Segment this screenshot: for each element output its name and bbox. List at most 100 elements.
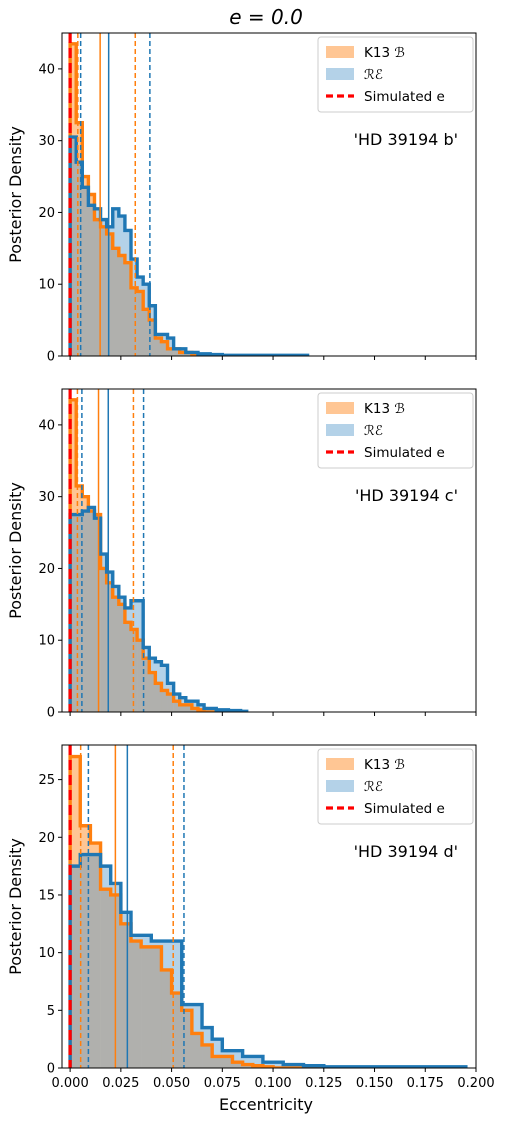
overlap-bar	[242, 1064, 254, 1068]
x-tick-label: 0.100	[254, 1076, 291, 1091]
re-bar	[273, 1062, 284, 1068]
legend-label: ℛℰ	[364, 779, 383, 795]
x-axis-label: Eccentricity	[219, 1095, 313, 1114]
y-axis-label: Posterior Density	[6, 838, 25, 975]
re-bar	[202, 1027, 213, 1045]
chart-title: e = 0.0	[229, 5, 303, 29]
re-outline	[68, 852, 468, 1068]
overlap-bar	[131, 941, 142, 1068]
re-bar	[293, 1064, 304, 1068]
re-bar	[137, 277, 144, 292]
re-bar	[161, 665, 168, 691]
k13-bar	[90, 843, 101, 855]
re-bar	[167, 683, 174, 695]
y-tick-label: 20	[38, 206, 55, 221]
re-bar	[118, 216, 126, 256]
re-bar	[143, 284, 150, 310]
re-bar	[100, 219, 107, 227]
re-bar	[106, 226, 114, 234]
panel-3: 0 5 10 15 20 25 0.000 0.025 0.050 0.075 0.100 0.125…	[6, 744, 495, 1091]
legend-label: Simulated e	[364, 89, 445, 105]
re-bar	[179, 697, 187, 705]
re-bar	[242, 1056, 254, 1065]
re-bar	[210, 708, 217, 712]
overlap-bar	[202, 1044, 213, 1068]
axes-frame	[61, 744, 477, 1069]
overlap-bar	[167, 348, 174, 356]
overlap-bar	[143, 309, 150, 356]
re-bar	[212, 1039, 223, 1057]
legend: K13 ℬ ℛℰ Simulated e	[317, 748, 474, 825]
overlap-bar	[88, 511, 95, 712]
overlap-bar	[179, 704, 187, 712]
x-tick-label: 0.075	[204, 1076, 241, 1091]
overlap-bar	[155, 683, 162, 712]
re-bar	[155, 661, 162, 684]
re-bar	[232, 1050, 243, 1063]
re-bar	[118, 597, 126, 605]
re-bar	[191, 1004, 203, 1034]
re-bar	[124, 230, 132, 263]
re-bar	[252, 1056, 264, 1066]
k13-bar	[88, 194, 95, 206]
k13-bar	[70, 756, 81, 867]
x-tick-label: 0.175	[407, 1076, 444, 1091]
overlap-bar	[212, 1056, 223, 1068]
legend-swatch	[326, 758, 354, 770]
y-tick-label: 40	[38, 62, 55, 77]
overlap-bar	[173, 701, 181, 712]
legend-swatch	[326, 402, 354, 414]
re-bar	[149, 658, 156, 673]
histogram-bars	[68, 745, 468, 1068]
k13-bar	[82, 176, 89, 188]
k13-bar	[80, 825, 91, 855]
overlap-bar	[143, 658, 150, 712]
re-bar	[143, 647, 150, 659]
legend: K13 ℬ ℛℰ Simulated e	[317, 392, 474, 469]
x-tick-label: 0.000	[52, 1076, 89, 1091]
overlap-bar	[179, 352, 187, 356]
re-bar	[94, 208, 101, 220]
re-bar	[204, 708, 211, 712]
y-axis-label: Posterior Density	[6, 126, 25, 263]
k13-outline	[68, 754, 466, 1068]
re-bar	[179, 348, 187, 353]
planet-annotation: 'HD 39194 b'	[354, 130, 458, 149]
y-tick-label: 0	[47, 706, 55, 721]
legend: K13 ℬ ℛℰ Simulated e	[317, 36, 474, 113]
re-outline	[68, 505, 249, 712]
y-tick-label: 0	[47, 1062, 55, 1077]
overlap-bar	[112, 597, 120, 712]
overlap-bar	[94, 518, 101, 712]
overlap-bar	[173, 348, 181, 356]
re-bar	[197, 704, 205, 710]
overlap-bar	[94, 219, 101, 356]
overlap-bar	[131, 629, 138, 712]
overlap-bar	[120, 923, 132, 1068]
legend-swatch	[326, 424, 354, 436]
re-bar	[131, 259, 138, 288]
overlap-bar	[161, 969, 172, 1068]
re-bar	[191, 701, 199, 709]
x-tick-label: 0.200	[457, 1076, 494, 1091]
overlap-bar	[185, 352, 193, 356]
re-bar	[112, 208, 120, 249]
panel-1: 0 10 20 30 40 Posterior Density 'HD 39194 b' K1…	[6, 32, 477, 365]
re-bar	[173, 694, 181, 702]
overlap-bar	[232, 1062, 243, 1068]
legend-label: ℛℰ	[364, 67, 383, 83]
k13-bar	[82, 496, 89, 512]
re-bar	[106, 572, 114, 583]
overlap-bar	[100, 568, 107, 712]
overlap-bar	[171, 993, 183, 1068]
legend-box	[317, 392, 474, 469]
overlap-bar	[90, 854, 101, 1068]
k13-bar	[94, 514, 101, 519]
planet-annotation: 'HD 39194 c'	[355, 486, 458, 505]
re-bar	[149, 305, 156, 321]
legend-swatch	[326, 68, 354, 80]
overlap-bar	[82, 187, 89, 356]
re-bar	[283, 1064, 294, 1068]
axes-frame	[61, 32, 477, 357]
